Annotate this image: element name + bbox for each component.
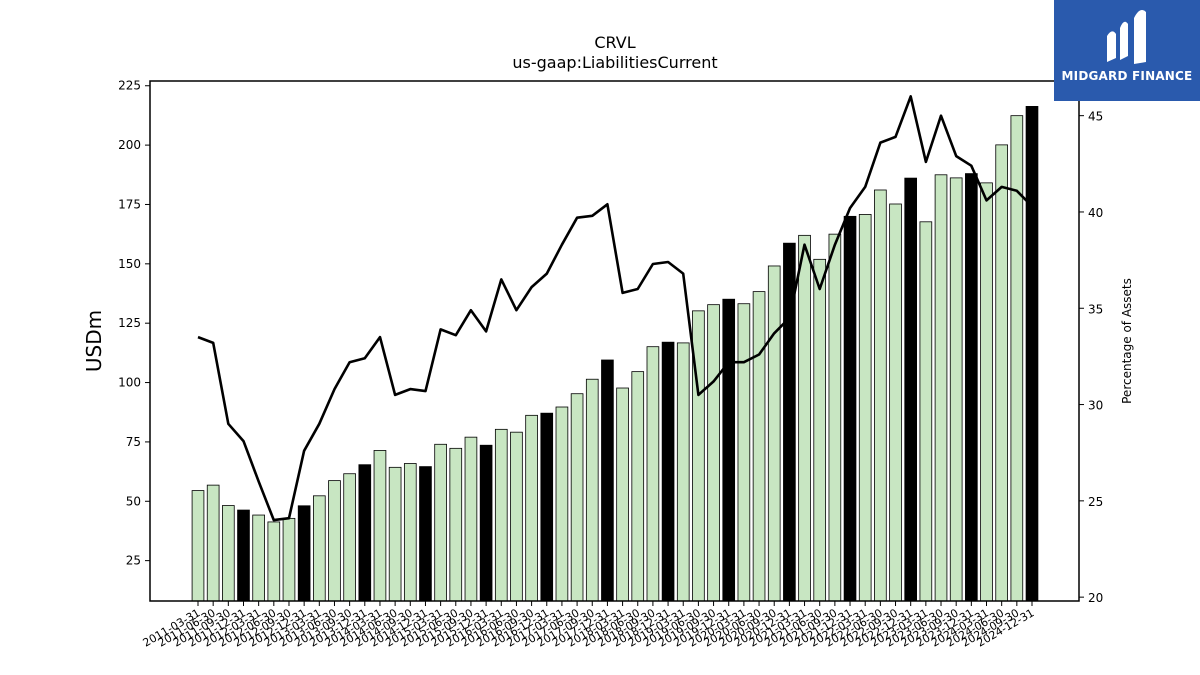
bar-2024-12-31 bbox=[1025, 106, 1039, 602]
bar-2016-06-30 bbox=[510, 431, 523, 602]
bar-2019-09-30 bbox=[707, 304, 720, 602]
bar-2012-06-30 bbox=[267, 521, 281, 602]
y-tick-label: 50 bbox=[126, 494, 141, 508]
bar-2014-03-31 bbox=[373, 450, 387, 602]
midgard-finance-logo: MIDGARD FINANCE bbox=[1054, 0, 1200, 101]
y-tick-label: 100 bbox=[118, 376, 141, 390]
bar-2023-06-30 bbox=[934, 174, 948, 602]
bar-2011-06-30 bbox=[206, 484, 220, 602]
logo-text: MIDGARD FINANCE bbox=[1061, 69, 1193, 83]
chart-subtitle: us-gaap:LiabilitiesCurrent bbox=[512, 53, 717, 72]
y-axis-left: 25 50 75 100 125 150 175 200 225 bbox=[118, 79, 150, 568]
bar-2018-06-30 bbox=[631, 371, 645, 602]
bar-2019-12-31 bbox=[722, 298, 736, 602]
bar-2022-09-30 bbox=[889, 203, 902, 602]
bar-2018-12-31 bbox=[661, 341, 675, 602]
y2-tick-label: 35 bbox=[1088, 302, 1103, 316]
bar-2021-06-30 bbox=[813, 258, 827, 602]
bar-2023-12-31 bbox=[965, 173, 978, 602]
percentage-line bbox=[197, 95, 1033, 522]
y-tick-label: 175 bbox=[118, 197, 141, 211]
bar-2012-03-31 bbox=[252, 514, 265, 602]
bar-2022-12-31 bbox=[904, 177, 918, 602]
y-tick-label: 125 bbox=[118, 316, 141, 330]
bar-2017-06-30 bbox=[570, 393, 584, 602]
bar-2011-03-31 bbox=[191, 490, 205, 602]
bar-2021-03-31 bbox=[798, 234, 811, 602]
bar-2013-03-31 bbox=[312, 495, 326, 602]
bar-2019-03-31 bbox=[676, 342, 690, 602]
bar-2016-03-31 bbox=[494, 428, 508, 602]
bar-2014-12-31 bbox=[419, 466, 432, 602]
bar-2023-09-30 bbox=[949, 177, 963, 602]
bar-2011-12-31 bbox=[237, 509, 250, 602]
bar-2018-03-31 bbox=[616, 387, 629, 602]
y2-tick-label: 40 bbox=[1088, 206, 1103, 220]
bar-2016-09-30 bbox=[525, 414, 538, 602]
bar-2015-06-30 bbox=[449, 447, 463, 602]
bar-2020-06-30 bbox=[752, 291, 766, 602]
bar-2024-06-30 bbox=[995, 144, 1008, 602]
y2-tick-label: 25 bbox=[1088, 495, 1103, 509]
bar-2016-12-31 bbox=[540, 412, 554, 602]
y-tick-label: 25 bbox=[126, 554, 141, 568]
bar-series bbox=[191, 106, 1039, 602]
line-series bbox=[197, 95, 1033, 522]
y2-axis-label: Percentage of Assets bbox=[1120, 278, 1134, 404]
bar-2015-12-31 bbox=[479, 444, 493, 602]
chart-title: CRVL bbox=[594, 33, 635, 52]
y-tick-label: 75 bbox=[126, 435, 141, 449]
bar-2015-03-31 bbox=[434, 443, 447, 602]
y-tick-label: 225 bbox=[118, 79, 141, 93]
bar-2022-06-30 bbox=[874, 189, 887, 602]
logo-mark-icon bbox=[1107, 10, 1146, 64]
bar-2013-06-30 bbox=[328, 480, 341, 602]
bar-2012-12-31 bbox=[297, 505, 311, 602]
y-axis-label: USDm bbox=[82, 310, 106, 372]
bar-2023-03-31 bbox=[919, 221, 933, 602]
y-axis-right: 20 25 30 35 40 45 bbox=[1079, 110, 1103, 605]
bar-2022-03-31 bbox=[858, 214, 872, 602]
y2-tick-label: 45 bbox=[1088, 110, 1103, 124]
bar-2018-09-30 bbox=[646, 346, 660, 602]
y2-tick-label: 20 bbox=[1088, 591, 1103, 605]
bar-2021-12-31 bbox=[843, 215, 857, 602]
plot-frame bbox=[149, 80, 1080, 602]
bar-2024-03-31 bbox=[980, 182, 993, 602]
bar-2020-09-30 bbox=[767, 265, 781, 602]
bar-2012-09-30 bbox=[282, 517, 296, 602]
bar-2014-09-30 bbox=[403, 463, 417, 602]
bar-2011-09-30 bbox=[222, 505, 235, 602]
bar-2013-09-30 bbox=[343, 473, 356, 602]
bar-2014-06-30 bbox=[388, 466, 402, 602]
bar-2015-09-30 bbox=[464, 436, 478, 602]
x-axis: 2011-03-312011-06-302011-09-302011-12-31… bbox=[141, 601, 1037, 650]
bar-2017-09-30 bbox=[585, 378, 599, 602]
bar-2020-03-31 bbox=[737, 303, 751, 602]
bar-2017-12-31 bbox=[601, 359, 614, 602]
y-tick-label: 200 bbox=[118, 138, 141, 152]
bar-2017-03-31 bbox=[555, 406, 569, 602]
y-tick-label: 150 bbox=[118, 257, 141, 271]
y2-tick-label: 30 bbox=[1088, 399, 1103, 413]
bar-2021-09-30 bbox=[828, 233, 842, 602]
bar-2013-12-31 bbox=[358, 464, 372, 602]
